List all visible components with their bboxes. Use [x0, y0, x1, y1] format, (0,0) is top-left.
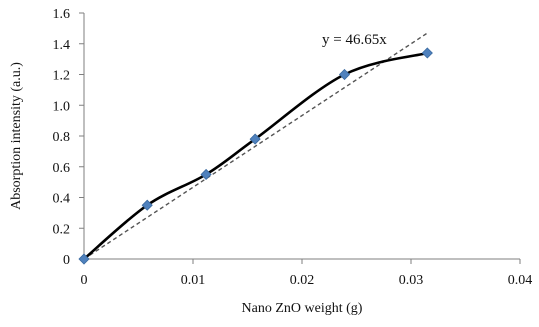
y-tick-label: 1.4 [53, 38, 71, 53]
y-tick-label: 0.4 [53, 192, 71, 207]
y-tick-label: 1.2 [53, 69, 71, 84]
data-point-marker [338, 68, 351, 81]
data-point-marker [78, 253, 90, 265]
x-axis-title: Nano ZnO weight (g) [242, 301, 363, 316]
x-tick-label: 0.02 [290, 273, 315, 288]
trendline-group [83, 32, 428, 260]
data-point-marker [421, 47, 433, 59]
x-tick-label: 0 [81, 273, 88, 288]
axes [83, 13, 520, 260]
y-tick-label: 1.0 [53, 99, 71, 114]
x-ticks: 0 0.01 0.02 0.03 0.04 [81, 259, 533, 288]
y-ticks: 0 0.2 0.4 0.6 0.8 1.0 1.2 1.4 1.6 [53, 7, 84, 268]
trendline-equation: y = 46.65x [322, 32, 387, 48]
y-tick-label: 0.6 [53, 161, 71, 176]
x-tick-label: 0.03 [399, 273, 424, 288]
x-tick-label: 0.01 [181, 273, 206, 288]
y-tick-label: 1.6 [53, 7, 71, 22]
series-line [82, 51, 429, 261]
series-group [78, 47, 433, 265]
data-point-marker [249, 133, 261, 145]
data-point-marker [141, 199, 153, 211]
y-tick-label: 0.8 [53, 130, 71, 145]
data-point-marker [200, 168, 212, 181]
y-axis-title: Absorption intensity (a.u.) [9, 62, 24, 210]
y-tick-label: 0.2 [53, 222, 71, 237]
x-tick-label: 0.04 [508, 273, 533, 288]
trendline [83, 32, 428, 260]
y-tick-label: 0 [63, 253, 70, 268]
